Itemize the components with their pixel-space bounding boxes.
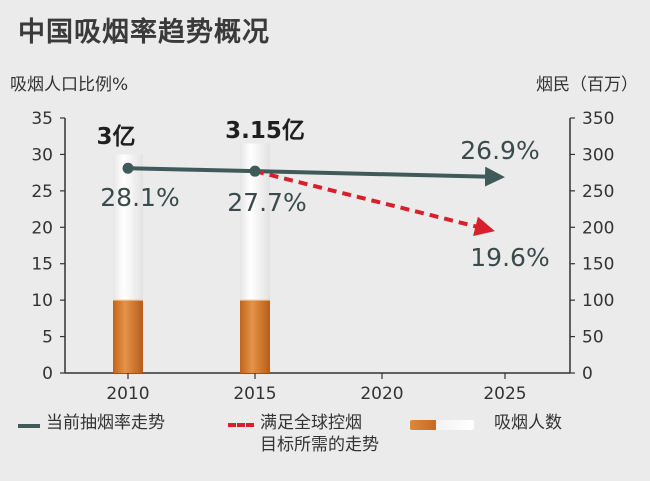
chart-title: 中国吸烟率趋势概况 xyxy=(18,17,270,48)
left-tick-label: 10 xyxy=(31,291,53,311)
right-tick-label: 300 xyxy=(582,145,614,165)
left-tick-label: 0 xyxy=(42,364,53,384)
left-axis-title: 吸烟人口比例% xyxy=(10,75,129,95)
right-axis-title: 烟民（百万） xyxy=(536,75,638,95)
legend-swatch-dashed-line xyxy=(228,423,254,427)
data-label: 3.15亿 xyxy=(225,118,305,144)
data-label: 26.9% xyxy=(460,136,539,165)
left-tick-label: 30 xyxy=(31,145,53,165)
x-tick-label: 2020 xyxy=(360,384,403,404)
current-trend-point xyxy=(249,165,261,177)
data-label: 28.1% xyxy=(100,183,179,212)
current-trend-line xyxy=(127,166,505,187)
cigarette-swatch-icon xyxy=(410,420,474,430)
legend-item-target-trend: 满足全球控烟 目标所需的走势 xyxy=(228,412,379,456)
right-tick-label: 0 xyxy=(582,364,593,384)
legend-swatch-solid-line xyxy=(18,424,40,428)
left-tick-label: 20 xyxy=(31,218,53,238)
left-tick-label: 5 xyxy=(42,328,53,348)
data-label: 19.6% xyxy=(470,243,549,272)
x-tick-label: 2010 xyxy=(106,384,149,404)
data-label: 27.7% xyxy=(227,188,306,217)
right-tick-label: 150 xyxy=(582,255,614,275)
left-tick-label: 35 xyxy=(31,109,53,129)
right-tick-label: 350 xyxy=(582,109,614,129)
legend-label-smokers: 吸烟人数 xyxy=(494,413,562,433)
legend-label-current-trend: 当前抽烟率走势 xyxy=(46,413,165,433)
cigarette-bar-paper xyxy=(113,154,143,301)
right-tick-label: 250 xyxy=(582,182,614,202)
legend-item-smokers: 吸烟人数 xyxy=(410,412,562,434)
x-tick-label: 2015 xyxy=(233,384,276,404)
left-tick-label: 15 xyxy=(31,255,53,275)
right-tick-label: 200 xyxy=(582,218,614,238)
cigarette-bar-filter xyxy=(113,300,143,373)
legend: 当前抽烟率走势 满足全球控烟 目标所需的走势 吸烟人数 xyxy=(0,410,650,470)
legend-label-target-trend: 满足全球控烟 目标所需的走势 xyxy=(260,413,379,455)
data-label: 3亿 xyxy=(96,124,135,150)
x-tick-label: 2025 xyxy=(483,384,526,404)
right-tick-label: 100 xyxy=(582,291,614,311)
legend-item-current-trend: 当前抽烟率走势 xyxy=(18,412,165,434)
right-tick-label: 50 xyxy=(582,328,604,348)
left-tick-label: 25 xyxy=(31,182,53,202)
current-trend-point xyxy=(122,162,134,174)
target-trend-line xyxy=(254,169,495,237)
cigarette-bar-filter xyxy=(240,300,270,373)
